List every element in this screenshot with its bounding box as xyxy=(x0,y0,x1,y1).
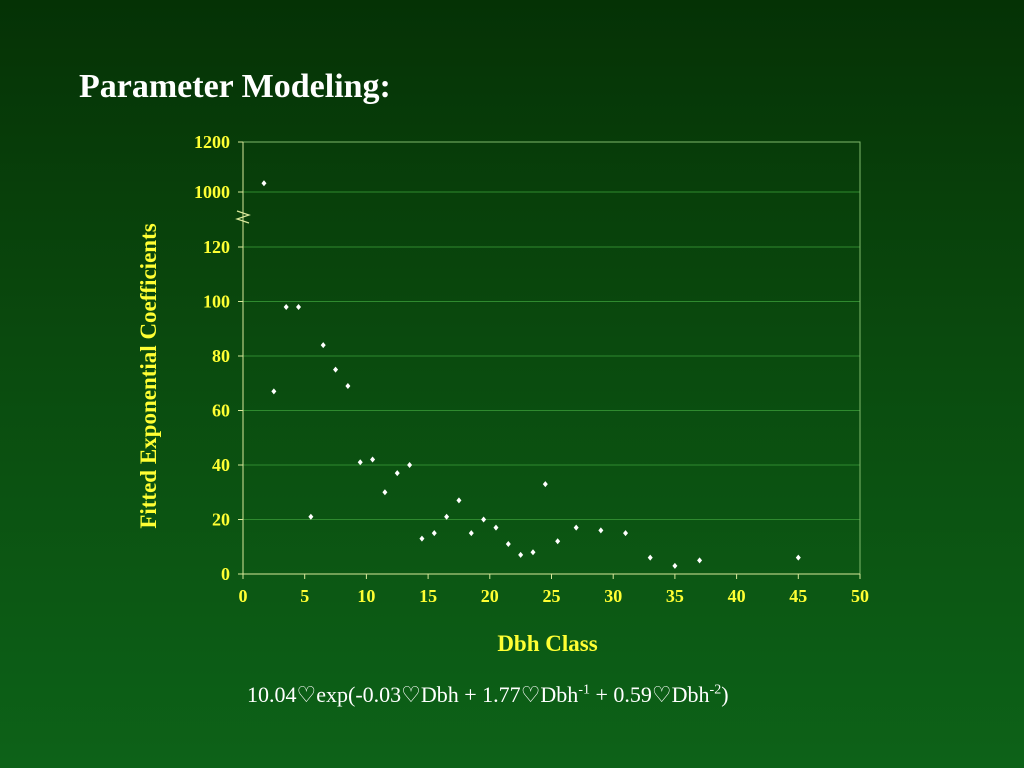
data-point xyxy=(271,388,277,395)
plot-area-frame xyxy=(242,141,861,575)
data-point xyxy=(647,554,653,561)
data-point xyxy=(598,527,604,534)
operator-symbol: ♡ xyxy=(296,682,317,707)
equation-term-3: Dbh xyxy=(540,682,579,707)
x-tick-label: 50 xyxy=(851,586,869,606)
data-point xyxy=(283,303,289,310)
data-point xyxy=(481,516,487,523)
x-tick-label: 15 xyxy=(419,586,437,606)
data-points xyxy=(261,180,801,569)
data-point xyxy=(419,535,425,542)
data-point xyxy=(431,530,437,537)
y-tick-label: 120 xyxy=(203,237,230,257)
data-point xyxy=(493,524,499,531)
x-tick-label: 10 xyxy=(357,586,375,606)
y-tick-label: 40 xyxy=(212,455,230,475)
x-tick-label: 5 xyxy=(300,586,309,606)
axis-break-zigzag xyxy=(235,210,251,224)
x-tick-label: 30 xyxy=(604,586,622,606)
operator-symbol: ♡ xyxy=(651,682,672,707)
y-tick-labels: 0 20 40 60 80 100 120 1000 1200 xyxy=(194,132,230,584)
axes xyxy=(238,141,861,579)
equation-term-5: Dbh xyxy=(671,682,710,707)
x-tick-labels: 0 5 10 15 20 25 30 35 40 45 50 xyxy=(239,586,870,606)
data-point xyxy=(444,513,450,520)
x-tick-label: 35 xyxy=(666,586,684,606)
data-point xyxy=(672,562,678,569)
data-point xyxy=(542,481,548,488)
x-tick-label: 0 xyxy=(239,586,248,606)
data-point xyxy=(468,530,474,537)
x-tick-label: 25 xyxy=(543,586,561,606)
data-point xyxy=(407,462,413,468)
slide-title: Parameter Modeling: xyxy=(79,68,391,105)
data-point xyxy=(697,557,703,564)
data-point xyxy=(530,549,536,556)
y-axis-label: Fitted Exponential Coefficients xyxy=(136,223,161,528)
y-tick-label: 1000 xyxy=(194,182,230,202)
data-point xyxy=(505,541,511,548)
grid-lines xyxy=(243,141,860,520)
data-point xyxy=(456,497,462,504)
y-tick-label: 100 xyxy=(203,292,230,312)
data-point xyxy=(573,524,579,531)
equation-term-1: exp(-0.03 xyxy=(316,682,402,707)
data-point xyxy=(308,513,314,520)
data-point xyxy=(555,538,561,545)
data-point xyxy=(382,489,388,496)
data-point xyxy=(345,382,351,389)
model-equation: 10.04♡exp(-0.03♡Dbh + 1.77♡Dbh-1 + 0.59♡… xyxy=(247,682,729,708)
operator-symbol: ♡ xyxy=(401,682,421,707)
y-tick-label: 0 xyxy=(221,564,230,584)
equation-term-2: Dbh + 1.77 xyxy=(420,682,521,707)
equation-suffix: ) xyxy=(721,682,729,707)
x-tick-label: 20 xyxy=(481,586,499,606)
y-tick-label: 20 xyxy=(212,510,230,530)
data-point xyxy=(795,554,801,561)
y-tick-label: 80 xyxy=(212,346,230,366)
equation-prefix: 10.04 xyxy=(247,682,297,707)
equation-term-4: + 0.59 xyxy=(589,682,652,707)
x-tick-label: 45 xyxy=(789,586,807,606)
data-point xyxy=(333,366,339,373)
data-point xyxy=(261,180,267,187)
equation-exponent-1: -1 xyxy=(578,682,590,698)
data-point xyxy=(370,456,376,463)
data-point xyxy=(296,303,302,310)
data-point xyxy=(394,470,400,477)
equation-exponent-2: -2 xyxy=(709,682,722,698)
y-tick-label: 1200 xyxy=(194,132,230,152)
axis-break-marker xyxy=(235,210,251,224)
x-tick-label: 40 xyxy=(728,586,746,606)
operator-symbol: ♡ xyxy=(520,682,541,707)
data-point xyxy=(320,342,326,349)
x-axis-label: Dbh Class xyxy=(497,631,597,656)
data-point xyxy=(518,551,524,558)
data-point xyxy=(357,459,363,466)
data-point xyxy=(623,530,629,537)
y-tick-label: 60 xyxy=(212,401,230,421)
